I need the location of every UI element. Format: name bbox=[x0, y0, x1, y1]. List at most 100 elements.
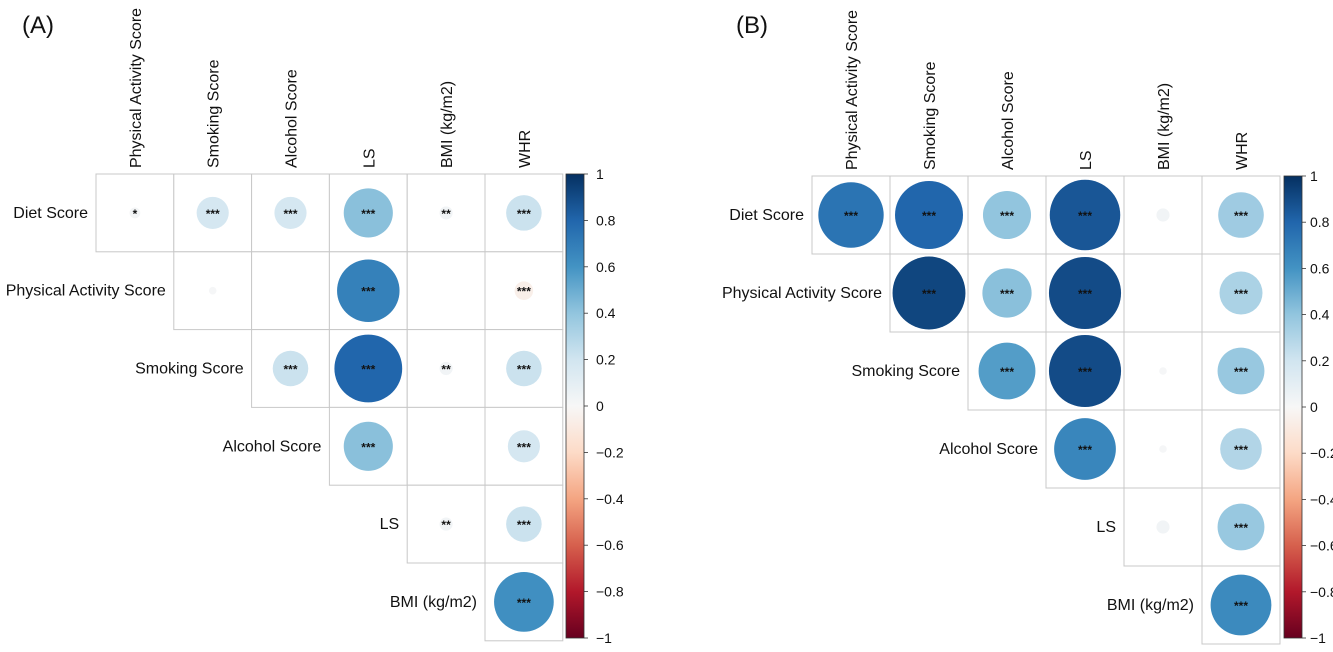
column-label: Alcohol Score bbox=[1000, 71, 1017, 170]
panel-label: (A) bbox=[22, 12, 54, 39]
colorbar-tick-label: 1 bbox=[596, 166, 604, 182]
row-label: Diet Score bbox=[729, 207, 804, 224]
significance-marker: *** bbox=[1000, 287, 1014, 301]
significance-marker: *** bbox=[517, 363, 531, 377]
colorbar-tick-label: 0.2 bbox=[596, 352, 616, 368]
row-label: BMI (kg/m2) bbox=[390, 594, 477, 611]
significance-marker: *** bbox=[283, 363, 297, 377]
colorbar-tick-label: −0.4 bbox=[596, 491, 624, 507]
significance-marker: *** bbox=[517, 440, 531, 454]
colorbar-tick-label: 0.4 bbox=[596, 305, 616, 321]
significance-marker: *** bbox=[1234, 599, 1248, 613]
correlation-circle bbox=[334, 334, 403, 403]
significance-marker: *** bbox=[1000, 209, 1014, 223]
correlation-circle bbox=[1159, 445, 1167, 453]
significance-marker: *** bbox=[1078, 365, 1092, 379]
significance-marker: *** bbox=[844, 209, 858, 223]
row-label: Physical Activity Score bbox=[6, 283, 166, 300]
significance-marker: *** bbox=[922, 209, 936, 223]
significance-marker: *** bbox=[1234, 365, 1248, 379]
colorbar-tick-label: −0.2 bbox=[1310, 445, 1333, 461]
significance-marker: *** bbox=[283, 207, 297, 221]
row-label: LS bbox=[1096, 519, 1116, 536]
correlation-circle bbox=[439, 517, 453, 531]
grid-cell bbox=[251, 251, 330, 331]
grid-cell bbox=[1123, 253, 1203, 333]
correlation-circle bbox=[439, 361, 453, 376]
correlation-circle bbox=[1054, 418, 1116, 480]
significance-marker: *** bbox=[517, 207, 531, 221]
column-label: Alcohol Score bbox=[284, 69, 301, 168]
significance-marker: * bbox=[133, 207, 138, 221]
colorbar-tick-label: −0.2 bbox=[596, 444, 624, 460]
correlation-circle bbox=[1156, 208, 1170, 222]
panel-a: (A) Physical Activity Score Smoking Score A… bbox=[6, 8, 624, 646]
significance-marker: *** bbox=[361, 440, 375, 454]
column-label: WHR bbox=[1234, 132, 1251, 170]
correlation-circle bbox=[1048, 334, 1122, 408]
column-label: Physical Activity Score bbox=[844, 10, 861, 170]
colorbar-tick-label: −0.8 bbox=[596, 584, 624, 600]
grid-cell bbox=[406, 406, 486, 486]
significance-marker: *** bbox=[1234, 443, 1248, 457]
correlation-circle bbox=[1210, 574, 1272, 636]
correlation-circle bbox=[1220, 428, 1262, 470]
colorbar-tick-label: 0.6 bbox=[1310, 260, 1330, 276]
significance-marker: *** bbox=[517, 285, 531, 299]
column-label: Physical Activity Score bbox=[128, 8, 145, 168]
significance-marker: *** bbox=[1234, 209, 1248, 223]
correlation-circle bbox=[343, 188, 393, 238]
significance-marker: *** bbox=[361, 207, 375, 221]
correlation-circle bbox=[1156, 520, 1170, 534]
grid-cell bbox=[406, 251, 486, 331]
row-label: Diet Score bbox=[13, 205, 88, 222]
significance-marker: *** bbox=[1078, 443, 1092, 457]
significance-marker: *** bbox=[1000, 365, 1014, 379]
row-label: LS bbox=[380, 516, 400, 533]
correlation-circle bbox=[196, 196, 229, 229]
correlation-circle bbox=[1049, 179, 1121, 251]
correlation-circle bbox=[208, 286, 217, 295]
panel-b: (B) Physical Activity Score Smoking Score A… bbox=[722, 10, 1333, 646]
column-label: WHR bbox=[517, 130, 534, 168]
significance-marker: ** bbox=[441, 207, 451, 221]
correlation-circle bbox=[982, 190, 1032, 240]
row-label: Smoking Score bbox=[852, 363, 961, 380]
correlation-circle bbox=[274, 196, 307, 229]
column-label: Smoking Score bbox=[206, 59, 223, 168]
colorbar-tick-label: −1 bbox=[1310, 630, 1326, 646]
row-label: Smoking Score bbox=[135, 361, 244, 378]
colorbar-tick-label: −0.6 bbox=[1310, 538, 1333, 554]
correlation-circle bbox=[507, 430, 540, 463]
significance-marker: *** bbox=[517, 518, 531, 532]
colorbar bbox=[1283, 175, 1303, 639]
colorbar-tick-label: 0.8 bbox=[596, 212, 616, 228]
correlation-circle bbox=[272, 350, 309, 387]
colorbar-tick-label: −1 bbox=[596, 630, 612, 646]
column-label: LS bbox=[361, 148, 378, 168]
correlation-circle bbox=[1218, 192, 1264, 238]
correlation-circle bbox=[439, 206, 453, 220]
row-label: BMI (kg/m2) bbox=[1107, 597, 1194, 614]
significance-marker: *** bbox=[1234, 521, 1248, 535]
colorbar-tick-label: 0.2 bbox=[1310, 353, 1330, 369]
correlation-circle bbox=[494, 572, 554, 632]
significance-marker: *** bbox=[517, 596, 531, 610]
correlation-circle bbox=[978, 342, 1036, 400]
colorbar-tick-label: −0.6 bbox=[596, 537, 624, 553]
significance-marker: *** bbox=[206, 207, 220, 221]
colorbar-tick-label: −0.8 bbox=[1310, 584, 1333, 600]
row-label: Alcohol Score bbox=[939, 441, 1038, 458]
significance-marker: *** bbox=[361, 285, 375, 299]
colorbar-tick-label: 0 bbox=[1310, 399, 1318, 415]
colorbar-tick-label: 0.6 bbox=[596, 259, 616, 275]
correlation-circle bbox=[337, 259, 400, 322]
correlation-circle bbox=[514, 281, 534, 300]
correlation-circle bbox=[982, 268, 1032, 318]
significance-marker: *** bbox=[1078, 287, 1092, 301]
correlation-circle bbox=[506, 506, 542, 542]
panel-label: (B) bbox=[736, 12, 768, 39]
grid-cell bbox=[484, 406, 564, 486]
